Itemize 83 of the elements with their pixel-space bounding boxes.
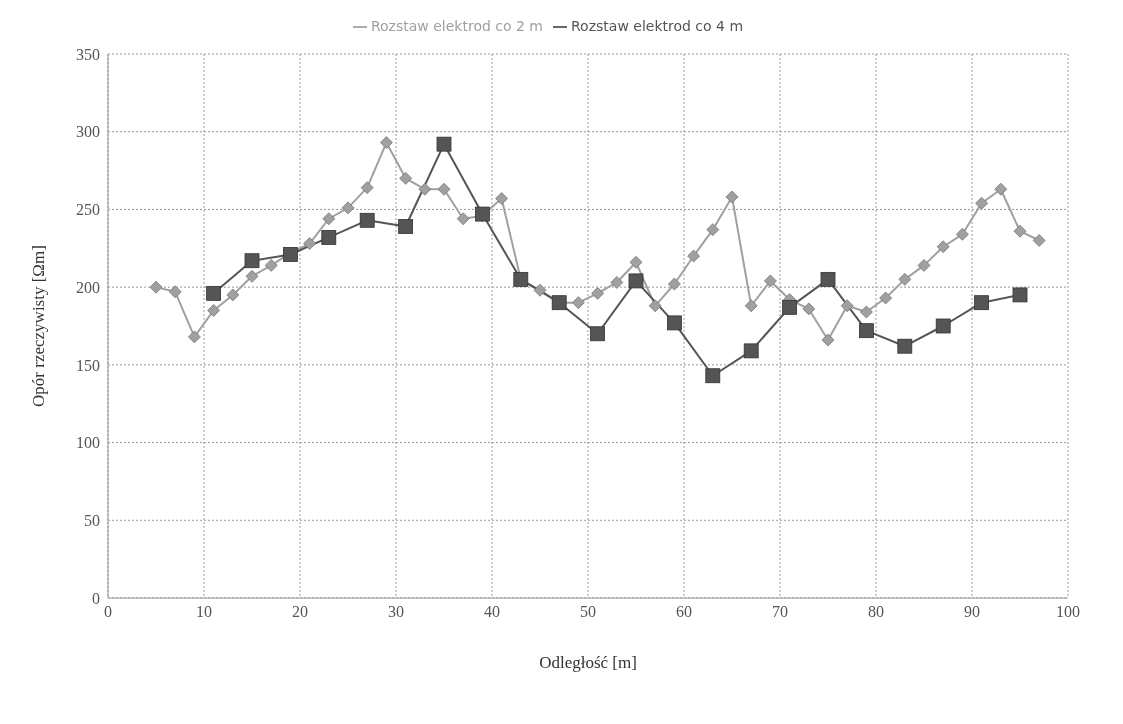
x-tick-label: 0 [104, 603, 112, 621]
x-tick-label: 10 [196, 603, 212, 621]
point [879, 291, 892, 305]
x-tick-label: 30 [388, 603, 404, 621]
point [706, 223, 720, 237]
point [821, 333, 835, 347]
point [207, 304, 220, 317]
point [149, 280, 163, 294]
point [648, 299, 662, 313]
x-tick-label: 70 [772, 603, 788, 621]
point [935, 318, 951, 334]
x-tick-label: 40 [484, 603, 500, 621]
point [399, 171, 412, 185]
point [168, 285, 182, 299]
point [668, 277, 681, 291]
x-axis-title: Odległość [m] [539, 653, 637, 672]
point [206, 285, 221, 301]
legend-label: Rozstaw elektrod co 4 m [571, 18, 744, 34]
y-tick-label: 50 [84, 511, 100, 529]
point [437, 182, 451, 196]
point [974, 295, 989, 311]
point [840, 299, 854, 313]
x-tick-label: 80 [868, 603, 884, 621]
point [418, 182, 432, 196]
legend-label: Rozstaw elektrod co 2 m [370, 18, 543, 34]
point [936, 240, 950, 254]
y-tick-label: 200 [76, 278, 100, 296]
point [456, 212, 470, 226]
point [629, 255, 643, 269]
point [360, 181, 374, 195]
point [341, 201, 355, 215]
y-tick-label: 300 [76, 123, 100, 141]
y-tick-label: 150 [76, 356, 100, 374]
point [975, 196, 988, 210]
point [764, 274, 777, 288]
point [380, 136, 393, 149]
point [687, 249, 700, 263]
x-tick-label: 20 [292, 603, 308, 621]
point [303, 237, 316, 251]
point [956, 227, 969, 241]
point [859, 323, 874, 339]
x-tick-label: 90 [964, 603, 980, 621]
y-tick-label: 250 [76, 201, 100, 219]
point [898, 272, 912, 286]
x-tick-label: 100 [1056, 603, 1080, 621]
point [782, 299, 797, 315]
point [628, 273, 644, 289]
point [226, 288, 240, 302]
y-axis-title: Opór rzeczywisty [Ωm] [29, 245, 49, 407]
point [667, 315, 682, 331]
point [744, 299, 758, 313]
point [321, 230, 337, 245]
point [917, 258, 931, 272]
point [188, 330, 201, 344]
point [743, 343, 759, 359]
point [994, 182, 1008, 196]
point [436, 136, 452, 152]
point [398, 219, 413, 234]
point [725, 190, 739, 204]
point [820, 271, 836, 287]
point [591, 286, 604, 300]
point [264, 258, 278, 272]
x-tick-label: 50 [580, 603, 596, 621]
point [322, 212, 336, 226]
point [1012, 287, 1028, 303]
point [533, 283, 547, 297]
point [245, 269, 259, 283]
point [705, 368, 721, 384]
y-tick-label: 350 [76, 45, 100, 63]
point [610, 276, 624, 289]
point [244, 253, 260, 269]
point [572, 296, 585, 310]
point [897, 338, 913, 354]
point [359, 212, 375, 228]
y-tick-label: 100 [76, 434, 100, 452]
point [495, 192, 508, 205]
y-tick-label: 0 [92, 589, 100, 607]
point [802, 302, 816, 316]
point [590, 326, 605, 342]
point [860, 305, 873, 319]
point [1032, 234, 1046, 247]
point [1013, 224, 1027, 238]
x-tick-label: 60 [676, 603, 692, 621]
